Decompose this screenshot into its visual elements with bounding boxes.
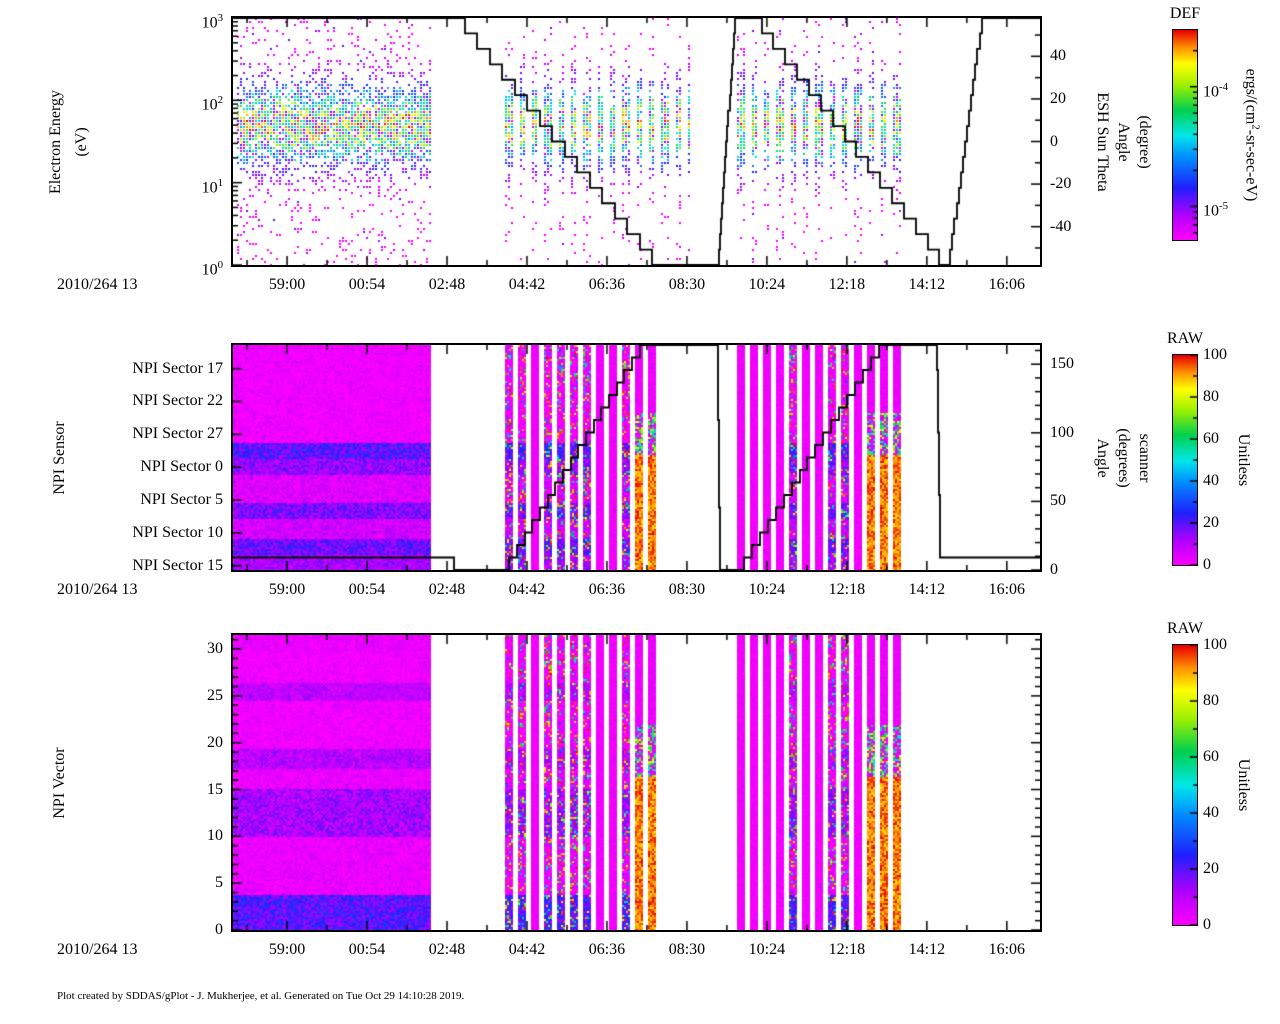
x-tick-label: 16:06 (988, 941, 1026, 958)
colorbar-tick-label: 80 (1203, 692, 1219, 709)
left-axis-title: Electron Energy (47, 89, 64, 194)
sector-tick-label: NPI Sector 0 (140, 458, 223, 476)
colorbar-tick-label: 20 (1203, 860, 1219, 877)
x-tick-label: 12:18 (828, 276, 866, 293)
colorbar-tick-label: 20 (1203, 514, 1219, 531)
right-tick-label: -40 (1050, 217, 1072, 235)
x-axis-corner-label: 2010/264 13 (57, 276, 138, 293)
x-tick-label: 16:06 (988, 581, 1026, 598)
right-tick-label: 20 (1050, 89, 1066, 107)
sector-tick-label: NPI Sector 22 (132, 392, 223, 410)
right-tick-label: -20 (1050, 175, 1072, 193)
colorbar-title: DEF (1169, 5, 1201, 22)
y-tick-label: 102 (201, 94, 223, 114)
x-axis-corner-label: 2010/264 13 (57, 581, 138, 598)
y-tick-label: 10 (207, 827, 223, 845)
colorbar-tick-label: 10-5 (1203, 200, 1229, 220)
colorbar-tick-label: 40 (1203, 472, 1219, 489)
colorbar-title: RAW (1166, 620, 1204, 637)
x-tick-label: 08:30 (668, 941, 706, 958)
y-tick-label: 100 (201, 259, 223, 279)
right-tick-label: 0 (1050, 132, 1058, 150)
right-tick-label: 150 (1050, 355, 1074, 373)
x-tick-label: 10:24 (748, 276, 786, 293)
right-axis-title: (degree) (1136, 114, 1153, 169)
x-tick-label: 00:54 (348, 581, 386, 598)
electron-energy-colorbar (1172, 29, 1198, 241)
right-axis-title: Angle (1094, 437, 1111, 478)
x-tick-label: 10:24 (748, 941, 786, 958)
sector-tick-label: NPI Sector 17 (132, 359, 223, 377)
sector-tick-label: NPI Sector 10 (132, 523, 223, 541)
y-tick-label: 0 (215, 921, 223, 938)
x-tick-label: 59:00 (268, 941, 306, 958)
colorbar-tick-label: 100 (1203, 346, 1227, 363)
right-axis-title: Angle (1115, 121, 1132, 162)
x-tick-label: 02:48 (428, 941, 466, 958)
right-axis-title: (degrees) (1115, 427, 1132, 488)
x-tick-label: 08:30 (668, 276, 706, 293)
x-tick-label: 12:18 (828, 581, 866, 598)
x-tick-label: 02:48 (428, 581, 466, 598)
x-tick-label: 06:36 (588, 581, 626, 598)
sector-tick-label: NPI Sector 5 (140, 491, 223, 509)
colorbar-tick-label: 40 (1203, 804, 1219, 821)
x-tick-label: 14:12 (908, 276, 946, 293)
colorbar-tick-label: 10-4 (1203, 80, 1229, 101)
x-tick-label: 12:18 (828, 941, 866, 958)
colorbar-tick-label: 80 (1203, 388, 1219, 405)
x-tick-label: 04:42 (508, 276, 546, 293)
x-tick-label: 04:42 (508, 581, 546, 598)
y-tick-label: 5 (215, 874, 223, 892)
colorbar-unit-label: Unitless (1235, 433, 1252, 487)
right-tick-label: 0 (1050, 561, 1058, 578)
x-tick-label: 59:00 (268, 581, 306, 598)
x-tick-label: 08:30 (668, 581, 706, 598)
y-tick-label: 30 (207, 640, 223, 658)
colorbar-title: RAW (1166, 330, 1204, 347)
x-tick-label: 14:12 (908, 581, 946, 598)
right-tick-label: 100 (1050, 423, 1074, 441)
x-tick-label: 00:54 (348, 941, 386, 958)
right-axis-title: ESH Sun Theta (1094, 91, 1111, 192)
x-tick-label: 10:24 (748, 581, 786, 598)
right-tick-label: 50 (1050, 492, 1066, 510)
x-tick-label: 00:54 (348, 276, 386, 293)
npi-sensor-spectrogram (231, 343, 1042, 572)
y-tick-label: 103 (201, 12, 223, 32)
x-tick-label: 06:36 (588, 276, 626, 293)
npi-vector-colorbar (1172, 644, 1198, 926)
right-axis-title: scanner (1136, 433, 1153, 482)
x-tick-label: 14:12 (908, 941, 946, 958)
colorbar-tick-label: 100 (1203, 636, 1227, 653)
x-tick-label: 59:00 (268, 276, 306, 293)
npi-vector-spectrogram (231, 633, 1042, 932)
y-tick-label: 15 (207, 780, 223, 798)
right-tick-label: 40 (1050, 47, 1066, 65)
x-axis-corner-label: 2010/264 13 (57, 941, 138, 958)
left-axis-title: NPI Sensor (51, 420, 68, 495)
colorbar-tick-label: 0 (1203, 916, 1211, 933)
x-tick-label: 06:36 (588, 941, 626, 958)
footer-credit: Plot created by SDDAS/gPlot - J. Mukherj… (57, 990, 465, 1002)
x-tick-label: 02:48 (428, 276, 466, 293)
electron-energy-spectrogram (231, 16, 1042, 267)
left-axis-title: NPI Vector (51, 746, 68, 819)
y-tick-label: 25 (207, 686, 223, 704)
colorbar-tick-label: 0 (1203, 556, 1211, 573)
colorbar-tick-label: 60 (1203, 430, 1219, 447)
left-axis-title: (eV) (73, 126, 90, 157)
colorbar-tick-label: 60 (1203, 748, 1219, 765)
y-tick-label: 20 (207, 733, 223, 751)
y-tick-label: 101 (201, 176, 223, 196)
colorbar-unit-label: Unitless (1235, 758, 1252, 812)
colorbar-unit-label: ergs/(cm2-sr-sec-eV) (1242, 68, 1262, 202)
x-tick-label: 16:06 (988, 276, 1026, 293)
x-tick-label: 04:42 (508, 941, 546, 958)
sector-tick-label: NPI Sector 27 (132, 425, 223, 443)
npi-sensor-colorbar (1172, 354, 1198, 566)
sector-tick-label: NPI Sector 15 (132, 556, 223, 574)
